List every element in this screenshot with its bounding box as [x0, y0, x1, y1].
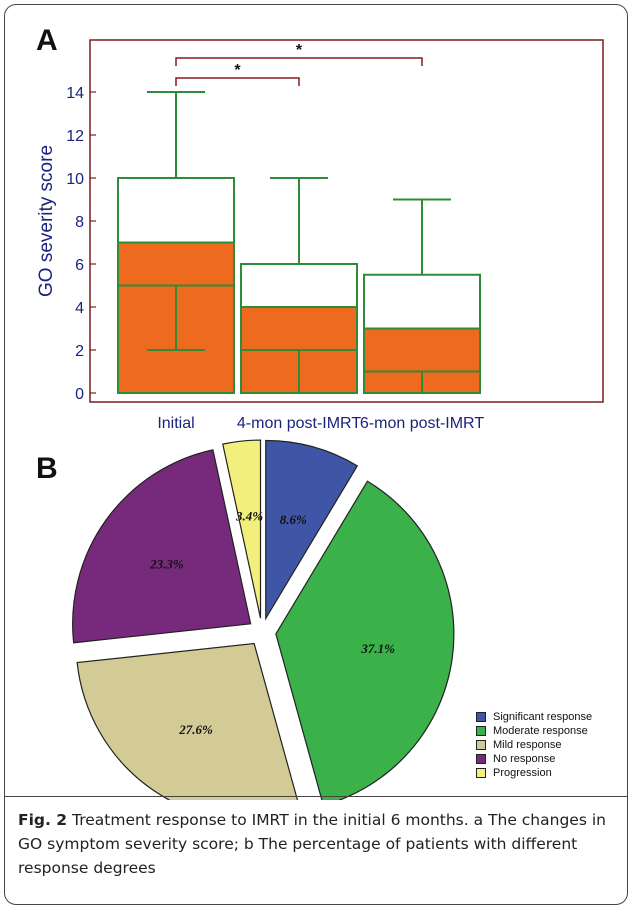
pie-slice: [275, 480, 455, 800]
bar-outline: [240, 306, 358, 394]
pie-labels: 8.6% 37.1% 27.6% 23.3% 3.4%: [149, 508, 395, 737]
legend-swatch: [476, 768, 486, 778]
y-axis-label: GO severity score: [36, 145, 57, 297]
caption-divider: [4, 796, 628, 797]
legend-item: Moderate response: [476, 724, 592, 738]
caption-label: Fig. 2: [18, 811, 68, 829]
y-tick-label: 10: [66, 171, 84, 188]
legend-label: Progression: [493, 767, 552, 779]
legend-swatch: [476, 726, 486, 736]
figure-frame: [4, 4, 628, 905]
pie-slice-label: 27.6%: [178, 722, 213, 737]
legend-item: Mild response: [476, 738, 592, 752]
significance-bracket: [175, 57, 423, 66]
caption-text: Treatment response to IMRT in the initia…: [18, 811, 606, 877]
significance-bracket: [175, 77, 300, 86]
pie-legend: Significant response Moderate response Mil…: [476, 710, 592, 780]
legend-item: Progression: [476, 766, 592, 780]
pie-slice-label: 37.1%: [360, 641, 395, 656]
pie-slice-label: 8.6%: [280, 512, 307, 527]
y-tick-label: 4: [75, 300, 84, 317]
legend-label: Moderate response: [493, 725, 588, 737]
y-axis: 0 2 4 6 8 10 12 14: [66, 85, 96, 403]
y-tick-label: 8: [75, 214, 84, 231]
legend-item: Significant response: [476, 710, 592, 724]
y-tick-label: 14: [66, 85, 84, 102]
y-tick-label: 6: [75, 257, 84, 274]
significance-star: *: [234, 62, 241, 79]
legend-label: Mild response: [493, 739, 562, 751]
panel-a-letter: A: [36, 24, 58, 57]
bar-outline: [117, 241, 235, 394]
significance-brackets: **: [175, 42, 423, 86]
box-fill: [364, 274, 480, 329]
legend-item: No response: [476, 752, 592, 766]
pie-slice: [76, 642, 299, 800]
x-tick-label: 4-mon post-IMRT: [237, 415, 361, 432]
panel-b-chart: 8.6% 37.1% 27.6% 23.3% 3.4%: [72, 439, 455, 800]
legend-label: No response: [493, 753, 556, 765]
y-tick-label: 12: [66, 128, 84, 145]
pie-slice: [265, 439, 359, 621]
x-tick-label: Initial: [157, 415, 194, 432]
legend-swatch: [476, 712, 486, 722]
y-tick-label: 2: [75, 343, 84, 360]
pie-slice: [222, 439, 262, 619]
box: [363, 273, 481, 373]
box-fill: [241, 264, 357, 307]
pie-slice-label: 3.4%: [235, 508, 263, 523]
legend-label: Significant response: [493, 711, 593, 723]
legend-swatch: [476, 740, 486, 750]
pie-slice-label: 23.3%: [149, 556, 184, 571]
figure-caption: Fig. 2 Treatment response to IMRT in the…: [18, 808, 618, 880]
pie-slice: [72, 449, 252, 644]
pie-slices: [72, 439, 455, 800]
y-tick-label: 0: [75, 386, 84, 403]
box-marks: [117, 91, 481, 394]
panel-b-letter: B: [36, 452, 58, 485]
legend-swatch: [476, 754, 486, 764]
x-tick-label: 6-mon post-IMRT: [360, 415, 484, 432]
box-fill: [118, 178, 234, 243]
box: [117, 177, 235, 287]
significance-star: *: [296, 42, 303, 59]
bar-outline: [363, 327, 481, 394]
